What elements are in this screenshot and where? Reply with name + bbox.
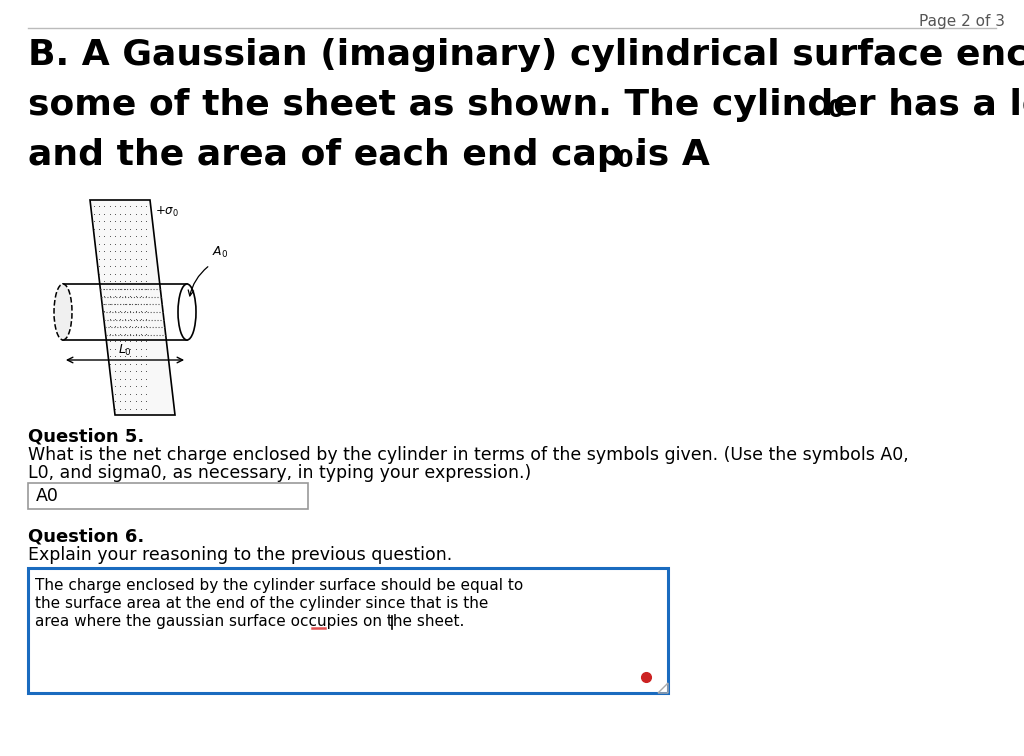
Text: $A_0$: $A_0$ [212,245,228,260]
Bar [28,483,308,509]
Ellipse shape [178,284,196,340]
Ellipse shape [54,284,72,340]
Text: L0, and sigma0, as necessary, in typing your expression.): L0, and sigma0, as necessary, in typing … [28,464,531,482]
Text: .: . [632,138,645,172]
Text: The charge enclosed by the cylinder surface should be equal to: The charge enclosed by the cylinder surf… [35,578,523,593]
Polygon shape [90,200,175,415]
Bar [28,568,668,693]
Text: Explain your reasoning to the previous question.: Explain your reasoning to the previous q… [28,546,453,564]
Text: some of the sheet as shown. The cylinder has a length L: some of the sheet as shown. The cylinder… [28,88,1024,122]
Text: and the area of each end cap is A: and the area of each end cap is A [28,138,710,172]
Text: the surface area at the end of the cylinder since that is the: the surface area at the end of the cylin… [35,596,488,611]
Text: A0: A0 [36,487,58,505]
Text: Question 6.: Question 6. [28,528,144,546]
Text: 0: 0 [617,148,634,172]
Text: Question 5.: Question 5. [28,428,144,446]
Text: $+\sigma_0$: $+\sigma_0$ [155,205,179,219]
Text: What is the net charge enclosed by the cylinder in terms of the symbols given. (: What is the net charge enclosed by the c… [28,446,908,464]
Text: area where the gaussian surface occupies on the sheet.: area where the gaussian surface occupies… [35,614,464,629]
Text: Page 2 of 3: Page 2 of 3 [919,14,1005,29]
Text: $L_0$: $L_0$ [118,343,132,358]
Text: 0: 0 [828,98,845,122]
Text: B. A Gaussian (imaginary) cylindrical surface encloses: B. A Gaussian (imaginary) cylindrical su… [28,38,1024,72]
